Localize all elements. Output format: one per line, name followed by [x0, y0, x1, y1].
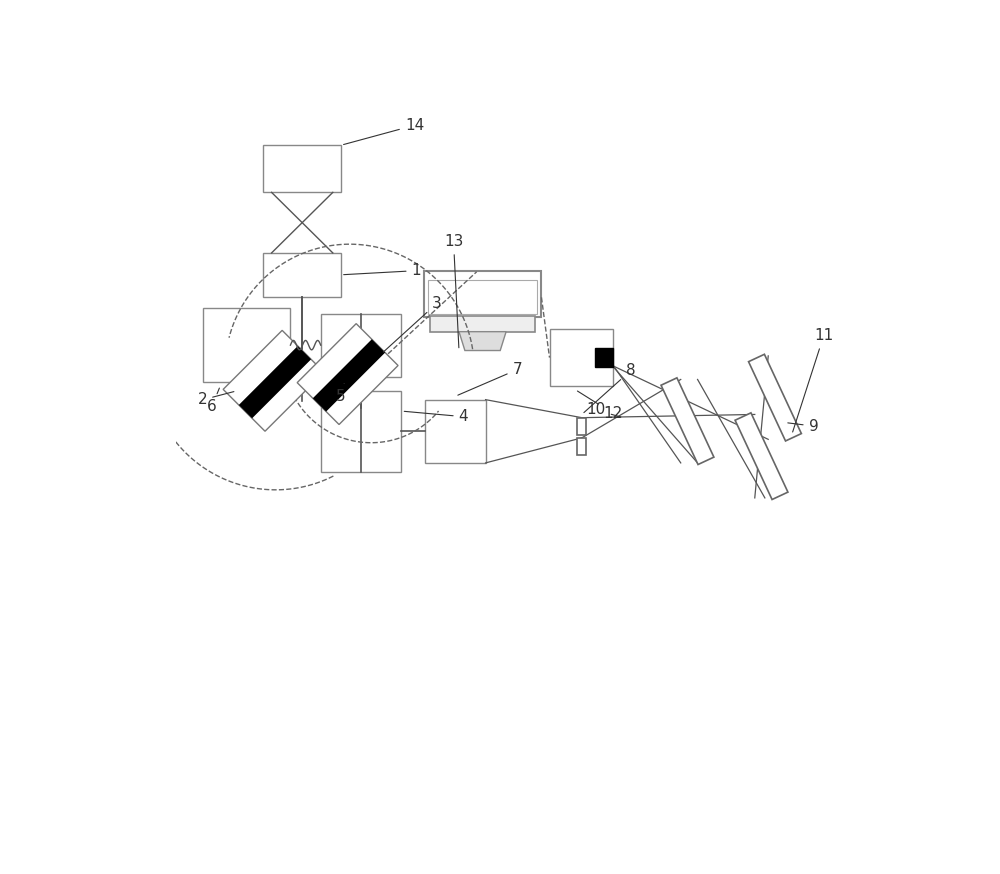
Bar [263, 253, 341, 296]
Polygon shape [661, 378, 714, 464]
Bar [203, 309, 290, 382]
Bar [425, 399, 486, 463]
Text: 8: 8 [584, 364, 635, 413]
Bar [577, 438, 586, 454]
Bar [550, 329, 613, 386]
Text: 14: 14 [344, 118, 424, 144]
Text: 4: 4 [404, 409, 468, 424]
Bar [430, 316, 535, 331]
Polygon shape [297, 323, 398, 425]
Text: 11: 11 [793, 329, 833, 432]
Bar [321, 314, 401, 378]
Polygon shape [749, 354, 801, 441]
Bar [577, 418, 586, 434]
Polygon shape [735, 413, 788, 500]
Text: 10: 10 [587, 402, 621, 418]
Text: 2: 2 [198, 392, 234, 407]
Text: 13: 13 [444, 234, 463, 348]
Text: 9: 9 [788, 419, 818, 434]
Bar [428, 280, 537, 314]
Text: 7: 7 [458, 362, 522, 395]
Text: 5: 5 [336, 384, 345, 404]
Polygon shape [313, 339, 385, 412]
Bar [263, 145, 341, 192]
Bar [424, 271, 541, 317]
Text: 6: 6 [207, 388, 219, 414]
Text: 12: 12 [577, 391, 623, 420]
Text: 1: 1 [344, 263, 421, 278]
Bar [321, 391, 401, 472]
Polygon shape [459, 331, 506, 350]
Polygon shape [223, 330, 324, 431]
Polygon shape [239, 346, 311, 419]
Text: 3: 3 [383, 296, 441, 352]
Bar [595, 348, 613, 367]
